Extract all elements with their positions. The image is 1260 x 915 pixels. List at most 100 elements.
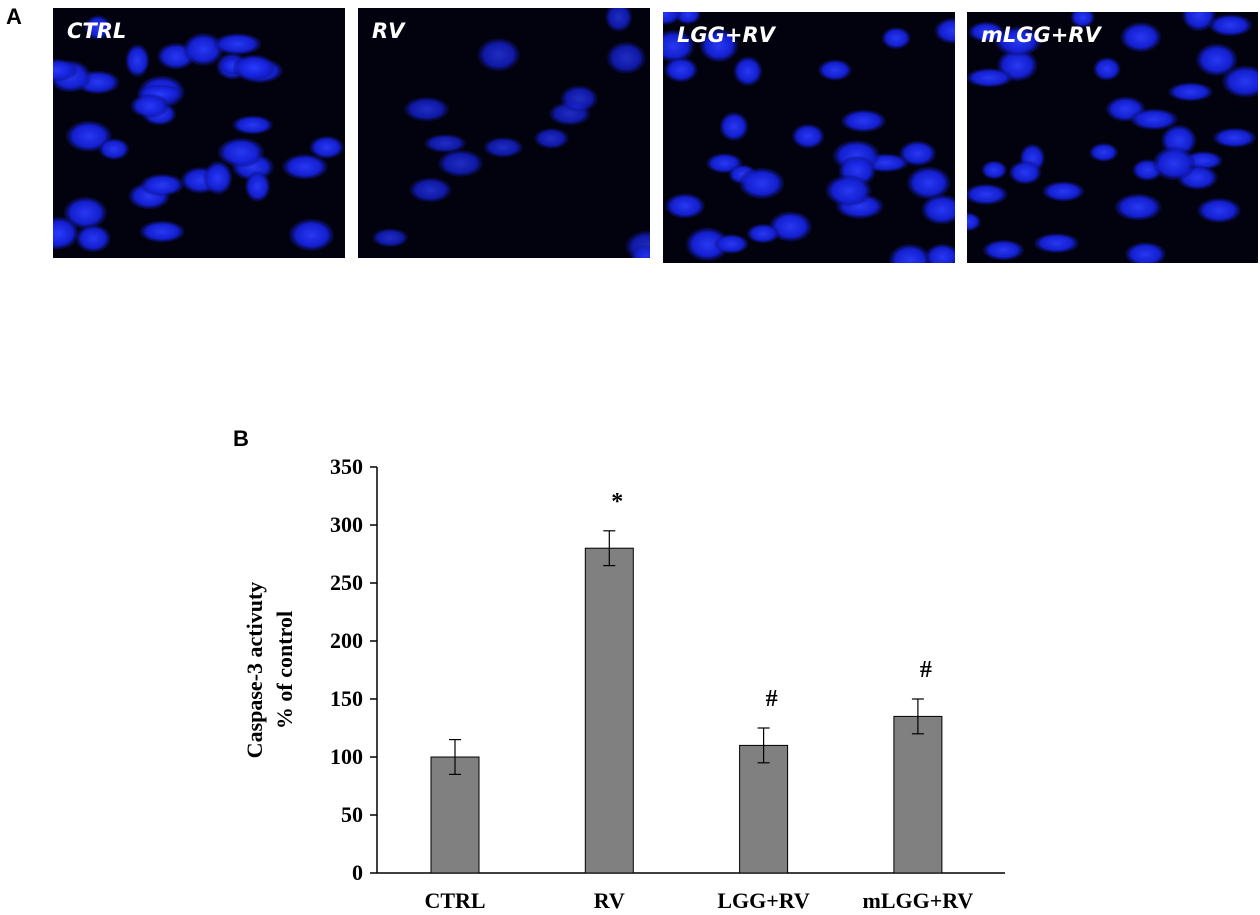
nucleus — [372, 228, 409, 248]
x-tick-label: RV — [594, 888, 625, 913]
micrograph: RV — [358, 8, 650, 258]
nuclei — [53, 15, 344, 253]
nucleus — [98, 138, 130, 160]
nucleus — [1196, 43, 1238, 77]
nucleus — [53, 216, 79, 250]
nucleus — [733, 56, 763, 86]
micrograph: CTRL — [53, 8, 345, 258]
nucleus — [1208, 14, 1253, 37]
nucleus — [288, 218, 335, 252]
nucleus — [818, 59, 852, 81]
nucleus — [213, 33, 262, 55]
significance-label: * — [611, 489, 623, 515]
image-label: RV — [372, 19, 406, 43]
significance-label: # — [766, 686, 778, 712]
nucleus — [825, 175, 872, 206]
nucleus — [934, 18, 955, 44]
y-tick-label: 50 — [341, 802, 363, 827]
nucleus — [889, 243, 931, 263]
nucleus — [1182, 12, 1216, 32]
nucleus — [424, 134, 467, 153]
nucleus — [899, 140, 937, 166]
nucleus — [217, 137, 265, 167]
bar — [739, 744, 789, 874]
nucleus — [84, 15, 111, 40]
nucleus — [1130, 108, 1178, 130]
nucleus — [65, 120, 112, 152]
nucleus — [664, 57, 698, 83]
nucleus — [139, 220, 185, 243]
nucleus — [1152, 146, 1196, 181]
nucleus — [982, 239, 1025, 261]
y-tick-label: 350 — [330, 454, 363, 479]
nucleus — [1222, 65, 1258, 98]
y-tick-label: 300 — [330, 512, 363, 537]
chart: 0 50 100 150 200 250 300 350 Caspase-3 activuty%… — [242, 454, 1005, 913]
nucleus — [981, 160, 1007, 180]
nucleus — [631, 245, 650, 258]
nucleus — [663, 29, 695, 63]
nucleus — [1042, 181, 1085, 202]
nucleus — [714, 234, 749, 254]
nucleus — [841, 109, 886, 133]
nucleus — [719, 112, 749, 141]
y-axis-label: Caspase-3 activuty — [242, 582, 267, 759]
micrograph: mLGG+RV — [967, 12, 1258, 263]
y-axis-label: % of control — [272, 611, 297, 729]
nucleus — [183, 32, 224, 66]
nucleus — [925, 243, 955, 263]
nucleus — [1008, 160, 1042, 185]
panel-label: A — [6, 4, 22, 29]
bar — [584, 547, 634, 874]
nucleus — [967, 212, 981, 232]
nucleus — [244, 171, 271, 202]
nucleus — [606, 41, 646, 74]
nucleus — [967, 184, 1008, 205]
nucleus — [674, 12, 701, 25]
nuclei — [663, 12, 955, 263]
bar — [430, 756, 480, 874]
nucleus — [1212, 127, 1257, 148]
nucleus — [921, 194, 955, 225]
nucleus — [232, 115, 274, 135]
nuclei — [967, 12, 1258, 263]
nucleus — [699, 28, 739, 63]
significance-label: # — [920, 657, 932, 683]
panel-label: B — [233, 426, 249, 451]
nucleus — [1070, 12, 1095, 28]
image-row: CTRL RV LGG+RV mLGG+RV — [53, 8, 1258, 263]
nucleus — [140, 174, 185, 196]
nucleus — [663, 12, 682, 26]
nucleus — [130, 94, 169, 118]
nucleus — [968, 21, 1005, 42]
nucleus — [1114, 193, 1162, 221]
nucleus — [560, 85, 598, 112]
nucleus — [1034, 233, 1080, 254]
nucleus — [309, 135, 344, 159]
x-tick-label: mLGG+RV — [863, 888, 974, 913]
nucleus — [746, 223, 780, 244]
y-tick-label: 100 — [330, 744, 363, 769]
nucleus — [403, 97, 450, 122]
nucleus — [75, 224, 111, 253]
image-label: LGG+RV — [677, 23, 777, 47]
nucleus — [125, 44, 150, 78]
y-tick-label: 200 — [330, 628, 363, 653]
nucleus — [477, 38, 521, 72]
nucleus — [967, 68, 1013, 88]
nucleus — [605, 8, 633, 32]
x-tick-label: CTRL — [424, 888, 485, 913]
x-tick-label: LGG+RV — [717, 888, 810, 913]
nucleus — [437, 149, 484, 177]
nucleus — [203, 161, 233, 195]
nucleus — [665, 193, 705, 219]
nucleus — [791, 123, 825, 149]
y-tick-label: 0 — [352, 860, 363, 885]
nucleus — [282, 154, 328, 180]
nucleus — [994, 26, 1042, 56]
nucleus — [483, 137, 523, 158]
image-label: CTRL — [67, 19, 126, 43]
y-tick-label: 150 — [330, 686, 363, 711]
nucleus — [1093, 57, 1121, 81]
nucleus — [685, 227, 730, 262]
